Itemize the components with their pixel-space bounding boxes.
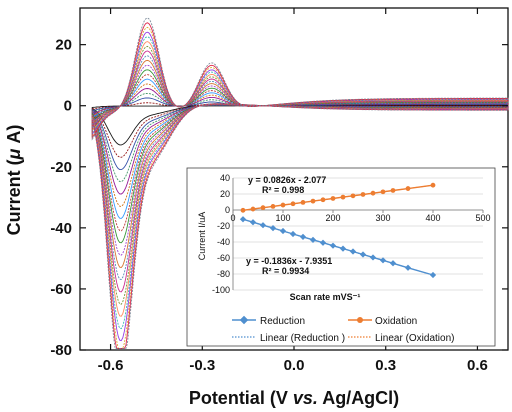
inset-legend: Reduction Oxidation Linear (Reduction ) … xyxy=(232,315,454,344)
inset-y-tick-label: -60 xyxy=(217,253,230,263)
inset-point-oxidation xyxy=(280,202,286,208)
inset-point-oxidation xyxy=(390,188,396,193)
inset-point-oxidation xyxy=(430,182,436,188)
inset-point-oxidation xyxy=(320,197,326,203)
inset-point-oxidation xyxy=(370,190,376,196)
legend-item-oxidation: Oxidation xyxy=(348,316,417,327)
inset-point-oxidation xyxy=(405,186,411,191)
cv-curve xyxy=(91,55,509,280)
inset-point-reduction xyxy=(404,264,412,271)
y-axis-label: Current (μ A) xyxy=(4,125,24,236)
inset-x-tick-label: 500 xyxy=(475,213,490,223)
inset-point-oxidation xyxy=(340,194,346,200)
x-axis-label: Potential (V vs. Ag/AgCl) xyxy=(189,388,399,408)
inset-x-tick-label: 300 xyxy=(375,213,390,223)
inset-y-tick-label: -40 xyxy=(217,237,230,247)
y-tick-label: -40 xyxy=(50,220,72,237)
inset-y-tick-label: -100 xyxy=(212,285,230,295)
inset-point-reduction xyxy=(379,257,387,264)
inset-point-oxidation xyxy=(360,192,366,197)
inset-trendline xyxy=(242,184,434,211)
cv-curve xyxy=(91,64,509,256)
reduction-r2: R² = 0.9934 xyxy=(262,266,309,276)
inset-x-tick-label: 400 xyxy=(425,213,440,223)
inset-point-oxidation xyxy=(270,204,276,209)
inset-y-tick-label: -20 xyxy=(217,221,230,231)
inset-x-tick-label: 100 xyxy=(275,213,290,223)
legend-item-reduction: Reduction xyxy=(232,315,305,327)
reduction-equation: y = -0.1836x - 7.9351 xyxy=(246,256,332,266)
legend-item-linear-oxidation: Linear (Oxidation) xyxy=(348,333,454,344)
y-tick-label: -80 xyxy=(50,342,72,359)
inset-point-oxidation xyxy=(300,200,306,205)
x-tick-label: 0.6 xyxy=(467,357,488,374)
inset-x-tick-label: 200 xyxy=(325,213,340,223)
x-tick-label: 0.3 xyxy=(375,357,396,374)
inset-point-oxidation xyxy=(250,206,256,212)
inset-y-tick-label: -80 xyxy=(217,269,230,279)
y-tick-label: -20 xyxy=(50,159,72,176)
inset-x-tick-label: 0 xyxy=(230,213,235,223)
legend-label-oxidation: Oxidation xyxy=(375,316,417,327)
inset-point-oxidation xyxy=(260,205,266,211)
inset-point-oxidation xyxy=(310,198,316,204)
x-tick-label: -0.6 xyxy=(98,357,124,374)
inset-x-axis-label: Scan rate mVS⁻¹ xyxy=(290,292,361,302)
inset-point-reduction xyxy=(299,233,307,240)
y-tick-label: 20 xyxy=(55,37,72,54)
oxidation-r2: R² = 0.998 xyxy=(262,185,304,195)
inset-point-reduction xyxy=(429,271,437,279)
inset-y-tick-label: 20 xyxy=(220,189,230,199)
y-tick-label: 0 xyxy=(64,98,72,115)
y-tick-label: -60 xyxy=(50,281,72,298)
inset-point-oxidation xyxy=(330,196,336,201)
inset-y-tick-label: 0 xyxy=(225,205,230,215)
inset-point-oxidation xyxy=(380,189,386,195)
x-tick-label: -0.3 xyxy=(189,357,215,374)
inset-y-axis-label: Current I/uA xyxy=(197,212,207,261)
legend-label-linear-oxidation: Linear (Oxidation) xyxy=(375,333,454,344)
legend-marker-reduction xyxy=(239,315,249,325)
inset-point-reduction xyxy=(239,216,247,223)
legend-item-linear-reduction: Linear (Reduction ) xyxy=(232,333,345,344)
legend-label-linear-reduction: Linear (Reduction ) xyxy=(260,333,345,344)
inset-point-oxidation xyxy=(350,193,356,199)
inset-point-oxidation xyxy=(290,201,296,207)
legend-label-reduction: Reduction xyxy=(260,316,305,327)
inset-point-reduction xyxy=(389,260,397,267)
inset-y-tick-label: 40 xyxy=(220,173,230,183)
legend-marker-oxidation xyxy=(357,317,363,323)
cv-curves xyxy=(91,17,509,349)
x-tick-label: 0.0 xyxy=(284,357,305,374)
inset-point-oxidation xyxy=(240,207,246,213)
oxidation-equation: y = 0.0826x - 2.077 xyxy=(248,175,326,185)
